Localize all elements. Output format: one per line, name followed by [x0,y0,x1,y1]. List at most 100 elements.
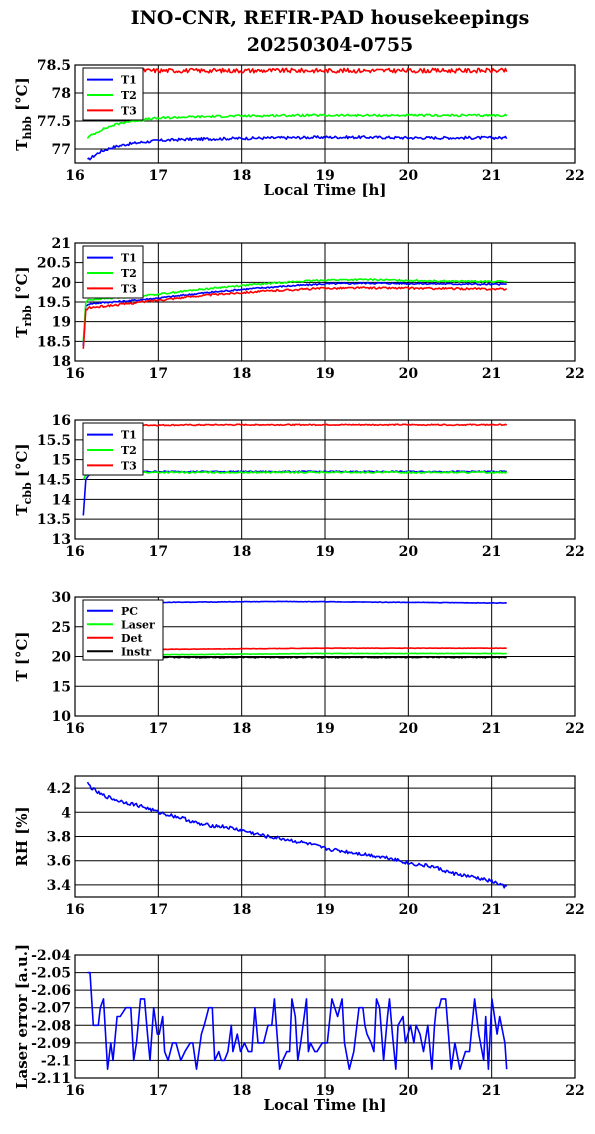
y-tick-label: -2.09 [31,1036,71,1052]
x-tick-label: 22 [565,721,584,737]
chart-panel-3: 13 13.5 14 14.5 15 15.5 16 16 17 18 19 20 21 22 Tcbb [… [13,413,585,560]
x-tick-label: 17 [149,902,168,918]
legend-label: T2 [121,444,137,457]
legend-label: T1 [121,429,137,442]
series-line-t3 [87,67,508,74]
x-axis-label: Local Time [h] [264,1096,387,1114]
legend-label: Det [121,632,144,645]
x-tick-label: 19 [315,168,334,184]
y-tick-label: 78 [52,86,71,102]
x-tick-label: 18 [232,366,251,382]
series-line-t3 [82,286,508,349]
y-tick-label: 4 [61,805,71,821]
y-tick-label: 13.5 [37,512,71,528]
x-tick-label: 18 [232,1083,251,1099]
x-tick-label: 19 [315,544,334,560]
x-tick-label: 22 [565,1083,584,1099]
y-tick-label: 77.5 [37,114,71,130]
y-axis-label: Tcbb [°C] [13,443,34,515]
plot-frame [74,596,576,717]
figure-title-line2: 20250304-0755 [247,34,414,56]
chart-panel-4: 10 15 20 25 30 16 17 18 19 20 21 22 T [°C] PCLaserDet… [13,590,585,737]
y-tick-label: 18 [52,354,71,370]
x-tick-label: 16 [65,366,84,382]
y-tick-label: 20.5 [37,256,71,272]
x-tick-label: 20 [399,366,419,382]
series-line-t1 [82,281,507,346]
y-tick-label: 14 [52,492,72,508]
y-tick-label: 25 [52,620,71,636]
chart-panel-6: -2.11 -2.1-2.09 -2.08-2.07 -2.06-2.05 -2.04 1… [13,944,585,1114]
y-tick-label: 15 [52,679,71,695]
y-tick-label: 13 [52,532,71,548]
legend-label: T2 [121,89,137,102]
plot-frame [74,64,576,164]
legend-label: Laser [121,618,155,631]
chart-panel-1: 77 77.5 78 78.5 16 17 18 19 20 21 22 Thbb [°C] Local… [13,58,585,199]
y-tick-label: 19.5 [37,295,71,311]
x-tick-label: 17 [149,544,168,560]
legend-label: T2 [121,267,137,280]
series-line-t2 [86,113,508,139]
y-tick-label: -2.06 [31,983,71,999]
x-tick-label: 17 [149,721,168,737]
chart-panel-2: 18 18.5 19 19.5 20 20.5 21 16 17 18 19 20 21 22 Trbb [… [13,236,585,382]
chart-panels: 77 77.5 78 78.5 16 17 18 19 20 21 22 Thbb [°C] Local… [13,58,585,1114]
series-line-data [87,971,508,1070]
plot-frame [74,775,576,898]
x-tick-label: 21 [482,902,501,918]
legend-label: T3 [121,282,137,295]
series-line-t2 [82,470,508,480]
x-tick-label: 17 [149,1083,168,1099]
y-tick-label: 3.4 [47,878,72,894]
legend: T1 T2 T3 [82,245,144,299]
x-tick-label: 19 [315,902,334,918]
chart-panel-5: 3.4 3.6 3.8 4 4.2 16 17 18 19 20 21 22 RH [%] [13,775,585,918]
x-tick-label: 17 [149,168,168,184]
x-tick-label: 22 [565,902,584,918]
y-tick-label: 30 [52,590,72,606]
legend-label: T1 [121,74,137,87]
plot-frame [74,954,576,1079]
y-tick-label: -2.11 [31,1071,71,1087]
x-tick-label: 20 [399,721,419,737]
y-axis-label: T [°C] [13,631,31,681]
x-tick-label: 18 [232,721,251,737]
y-tick-label: 20 [52,275,72,291]
y-tick-label: 19 [52,315,71,331]
x-tick-label: 16 [65,1083,84,1099]
y-tick-label: 15 [52,453,71,469]
x-tick-label: 21 [482,1083,501,1099]
x-tick-label: 16 [65,168,84,184]
x-tick-label: 20 [399,168,419,184]
x-tick-label: 17 [149,366,168,382]
y-tick-label: 21 [52,236,71,252]
y-axis-label: Laser error [a.u.] [13,944,31,1089]
y-tick-label: 3.8 [47,830,71,846]
y-tick-label: 20 [52,650,72,666]
plot-frame [74,419,576,540]
legend-label: T3 [121,459,137,472]
x-tick-label: 18 [232,544,251,560]
x-tick-label: 16 [65,721,84,737]
y-tick-label: 78.5 [37,58,71,74]
legend-label: T3 [121,104,137,117]
series-line-t3 [83,423,508,427]
x-tick-label: 18 [232,902,251,918]
figure-title-line1: INO-CNR, REFIR-PAD housekeepings [131,7,530,29]
x-tick-label: 16 [65,544,84,560]
x-tick-label: 20 [399,1083,419,1099]
x-tick-label: 20 [399,544,419,560]
series-line-t1 [82,470,508,516]
y-tick-label: -2.04 [31,948,71,964]
x-tick-label: 21 [482,544,501,560]
y-tick-label: 10 [52,709,72,725]
y-tick-label: 3.6 [47,854,71,870]
y-tick-label: 14.5 [37,473,71,489]
x-tick-label: 16 [65,902,84,918]
y-tick-label: -2.05 [31,966,71,982]
y-axis-label: RH [%] [13,806,31,866]
x-tick-label: 21 [482,168,501,184]
y-axis-label: Trbb [°C] [13,266,34,337]
